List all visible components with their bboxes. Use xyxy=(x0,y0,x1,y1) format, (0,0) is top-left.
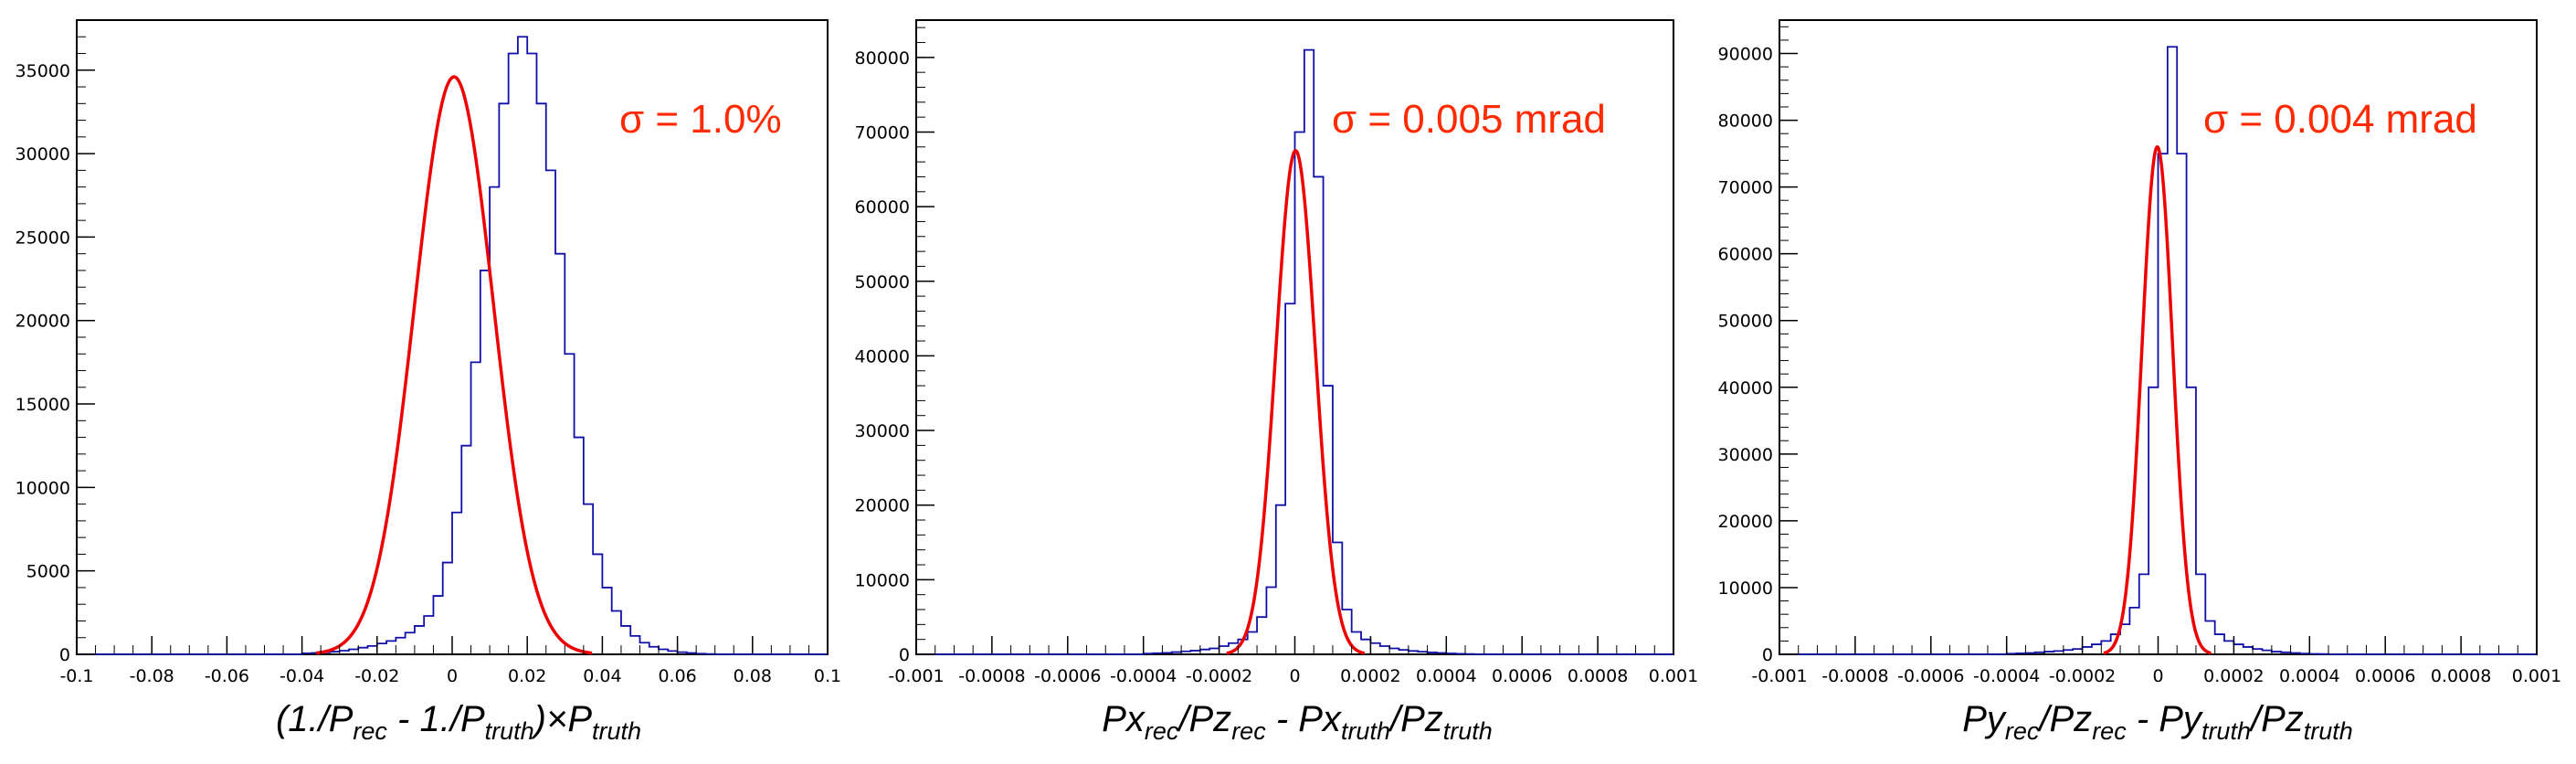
y-tick-label: 20000 xyxy=(855,496,910,516)
x-axis-label-subscript: rec xyxy=(2092,717,2127,745)
y-tick-label: 60000 xyxy=(855,197,910,218)
x-tick-label: 0.0004 xyxy=(1416,666,1476,686)
x-tick-label: 0.0006 xyxy=(2355,666,2415,686)
x-tick-label: -0.0002 xyxy=(1186,666,1252,686)
x-axis-label-subscript: truth xyxy=(2304,717,2353,745)
x-axis-label-text: /Pz xyxy=(2248,699,2304,739)
y-tick-label: 20000 xyxy=(16,312,70,332)
x-axis-label-text: /Pz xyxy=(1176,699,1231,739)
x-tick-label: -0.06 xyxy=(205,666,249,686)
x-tick-label: 0.08 xyxy=(734,666,772,686)
x-axis-label-text: - 1./P xyxy=(387,699,485,739)
x-axis-label-subscript: rec xyxy=(1145,717,1179,745)
y-tick-label: 10000 xyxy=(855,570,910,590)
x-tick-label: -0.0002 xyxy=(2049,666,2116,686)
x-tick-label: 0.0002 xyxy=(1340,666,1400,686)
gaussian-fit-curve xyxy=(2103,144,2212,655)
x-axis-label-text: /Pz xyxy=(2036,699,2092,739)
y-tick-label: 0 xyxy=(899,645,910,665)
x-tick-label: -0.0008 xyxy=(958,666,1025,686)
x-tick-label: 0.0004 xyxy=(2279,666,2339,686)
x-tick-label: -0.0006 xyxy=(1034,666,1101,686)
x-tick-label: -0.001 xyxy=(888,666,944,686)
x-axis-label-text: - Py xyxy=(2127,699,2204,739)
y-tick-label: 20000 xyxy=(1718,512,1773,532)
x-axis-label-subscript: truth xyxy=(1341,717,1390,745)
y-tick-label: 80000 xyxy=(855,48,910,69)
x-axis-label: Pyrec/Pzrec - Pytruth/Pztruth xyxy=(1962,699,2353,745)
histogram-series xyxy=(1779,46,2537,655)
x-tick-label: 0.0006 xyxy=(1492,666,1552,686)
y-tick-label: 10000 xyxy=(16,478,70,498)
x-axis-label: (1./Prec - 1./Ptruth)×Ptruth xyxy=(276,699,641,745)
y-tick-label: 10000 xyxy=(1718,578,1773,599)
x-axis-label-text: Px xyxy=(1102,699,1146,739)
y-tick-label: 5000 xyxy=(26,562,70,582)
x-axis-label: Pxrec/Pzrec - Pxtruth/Pztruth xyxy=(1102,699,1493,745)
x-tick-label: 0.06 xyxy=(658,666,696,686)
x-axis-label-subscript: rec xyxy=(1231,717,1266,745)
y-tick-label: 70000 xyxy=(1718,178,1773,198)
x-tick-label: 0.001 xyxy=(2512,666,2561,686)
x-tick-label: -0.08 xyxy=(130,666,174,686)
y-tick-label: 50000 xyxy=(855,272,910,292)
panel-px-angle-resolution: 0 10000 20000 30000 40000 50000 60000 70000 8000… xyxy=(855,19,1698,745)
x-tick-label: 0.02 xyxy=(508,666,546,686)
x-axis-label-subscript: truth xyxy=(485,717,534,745)
x-tick-label: -0.1 xyxy=(59,666,93,686)
x-tick-label: -0.001 xyxy=(1751,666,1807,686)
x-tick-label: 0.1 xyxy=(814,666,841,686)
x-axis-label-subscript: rec xyxy=(353,717,387,745)
x-axis-label-text: (1./P xyxy=(276,699,354,739)
y-tick-label: 40000 xyxy=(855,346,910,366)
panel-py-angle-resolution: 0 10000 20000 30000 40000 50000 60000 70000 8000… xyxy=(1718,19,2561,745)
y-tick-label: 0 xyxy=(59,645,70,665)
x-tick-label: 0 xyxy=(1289,666,1300,686)
sigma-annotation: σ = 0.004 mrad xyxy=(2203,97,2477,142)
sigma-annotation: σ = 1.0% xyxy=(619,97,782,142)
x-tick-label: -0.0008 xyxy=(1821,666,1888,686)
x-axis-label-subscript: truth xyxy=(1443,717,1493,745)
y-tick-label: 30000 xyxy=(16,144,70,164)
y-tick-label: 80000 xyxy=(1718,111,1773,132)
x-tick-label: 0.0008 xyxy=(2431,666,2491,686)
x-axis-label-text: - Px xyxy=(1266,699,1343,739)
x-tick-label: -0.0004 xyxy=(1110,666,1177,686)
x-tick-label: 0.04 xyxy=(583,666,621,686)
x-axis-label-subscript: truth xyxy=(2201,717,2251,745)
x-axis-label-subscript: truth xyxy=(592,717,641,745)
x-axis-label-subscript: rec xyxy=(2005,717,2040,745)
x-axis-label-text: )×P xyxy=(531,699,593,739)
y-tick-label: 90000 xyxy=(1718,45,1773,65)
y-tick-label: 15000 xyxy=(16,395,70,415)
x-tick-label: 0 xyxy=(2152,666,2163,686)
gaussian-fit-curve xyxy=(1226,148,1366,655)
y-tick-label: 70000 xyxy=(855,122,910,143)
y-tick-label: 35000 xyxy=(16,61,70,81)
sigma-annotation: σ = 0.005 mrad xyxy=(1332,97,1606,142)
panel-momentum-resolution: 0 5000 10000 15000 20000 25000 30000 35000 -0.1 -… xyxy=(16,19,841,745)
y-tick-label: 60000 xyxy=(1718,245,1773,265)
x-axis-label-text: Py xyxy=(1962,699,2008,739)
y-tick-label: 30000 xyxy=(1718,445,1773,465)
x-tick-label: 0.0002 xyxy=(2203,666,2264,686)
y-tick-label: 30000 xyxy=(855,421,910,441)
x-tick-label: -0.02 xyxy=(354,666,399,686)
y-tick-label: 50000 xyxy=(1718,312,1773,332)
x-tick-label: 0 xyxy=(447,666,458,686)
histogram-series xyxy=(916,48,1673,655)
y-tick-label: 40000 xyxy=(1718,378,1773,398)
x-axis-label-text: /Pz xyxy=(1388,699,1443,739)
x-tick-label: -0.0006 xyxy=(1897,666,1964,686)
x-tick-label: -0.04 xyxy=(280,666,324,686)
y-tick-label: 25000 xyxy=(16,228,70,248)
y-tick-label: 0 xyxy=(1762,645,1773,665)
gaussian-fit-curve xyxy=(315,75,593,655)
x-tick-label: -0.0004 xyxy=(1973,666,2040,686)
x-tick-label: 0.0008 xyxy=(1568,666,1628,686)
x-tick-label: 0.001 xyxy=(1649,666,1698,686)
